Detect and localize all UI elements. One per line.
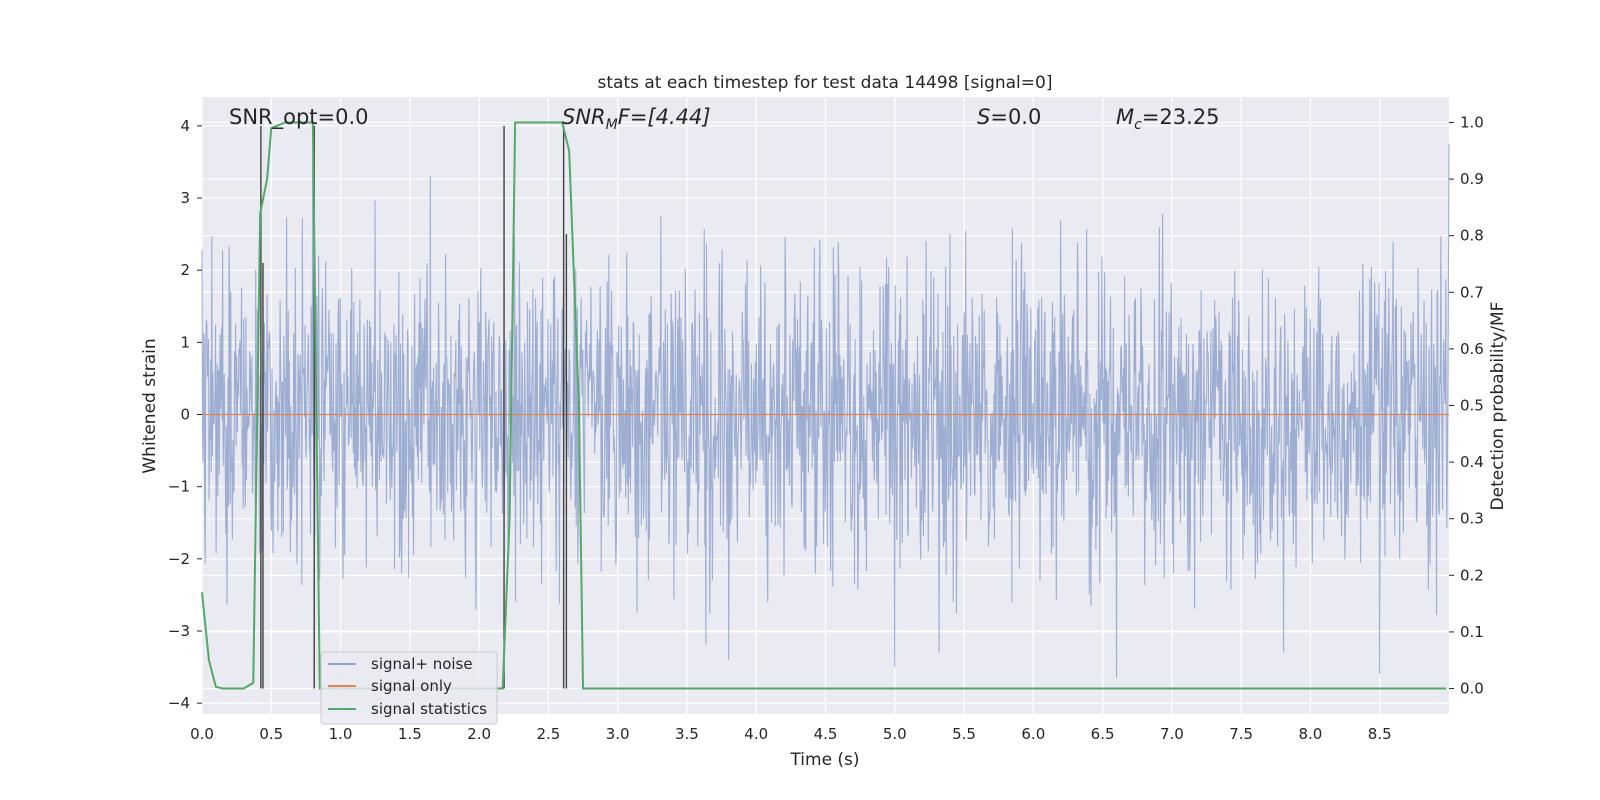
x-tick-label: 1.5 [398, 725, 422, 743]
signal-statistics-series [201, 121, 1447, 690]
y-tick-label: −3 [168, 622, 190, 640]
annotation-mc: Mc=23.25 [1116, 105, 1220, 133]
x-tick-label: 2.0 [467, 725, 491, 743]
y-tick-label: 1 [180, 333, 190, 351]
x-tick-label: 3.5 [675, 725, 699, 743]
y2-tick-label: 0.6 [1460, 340, 1484, 358]
mc-value: =23.25 [1142, 105, 1220, 129]
y-tick-label: 3 [180, 189, 190, 207]
legend-label-signal-only: signal only [371, 677, 452, 695]
legend: signal+ noise signal only signal statist… [320, 651, 498, 725]
y2-tick-labels: 1.0 0.9 0.8 0.7 0.6 0.5 0.4 0.3 0.2 0.1 0.0 [1449, 113, 1484, 698]
x-tick-label: 0.0 [190, 725, 214, 743]
legend-box [320, 651, 498, 725]
y2-tick-label: 1.0 [1460, 113, 1484, 131]
y-tick-label: 4 [180, 117, 190, 135]
y-tick-label: 0 [180, 406, 190, 424]
s-value: =0.0 [990, 105, 1041, 129]
x-tick-label: 1.0 [329, 725, 353, 743]
y2-tick-label: 0.4 [1460, 453, 1484, 471]
y-tick-label: −2 [168, 550, 190, 568]
x-tick-label: 7.5 [1229, 725, 1253, 743]
snr-mf-base: SNR [562, 105, 606, 129]
x-tick-label: 8.5 [1368, 725, 1392, 743]
chart-title: stats at each timestep for test data 144… [598, 73, 1053, 93]
x-tick-labels: 0.0 0.5 1.0 1.5 2.0 2.5 3.0 3.5 4.0 4.5 5.0 5.5 6.0 6… [190, 725, 1392, 743]
x-tick-label: 8.0 [1299, 725, 1323, 743]
x-tick-label: 4.0 [744, 725, 768, 743]
y-axis-label: Whitened strain [140, 338, 160, 473]
signal-statistics-line [201, 121, 1447, 690]
signal-noise-line [201, 143, 1450, 678]
x-tick-label: 5.5 [952, 725, 976, 743]
annotation-snr-mf: SNRMF=[4.44] [562, 105, 711, 133]
y2-axis-label: Detection probability/MF [1488, 302, 1508, 511]
x-tick-label: 3.0 [606, 725, 630, 743]
y-tick-labels: 4 3 2 1 0 −1 −2 −3 −4 [168, 117, 202, 712]
y2-tick-label: 0.0 [1460, 680, 1484, 698]
y2-tick-label: 0.2 [1460, 566, 1484, 584]
legend-label-signal-noise: signal+ noise [371, 655, 473, 673]
x-tick-label: 4.5 [814, 725, 838, 743]
s-symbol: S [977, 105, 990, 129]
y2-tick-label: 0.8 [1460, 227, 1484, 245]
mc-base: M [1116, 105, 1134, 129]
x-tick-label: 2.5 [536, 725, 560, 743]
x-axis-label: Time (s) [789, 750, 859, 770]
legend-label-signal-statistics: signal statistics [371, 700, 487, 718]
y2-tick-label: 0.7 [1460, 283, 1484, 301]
y2-tick-label: 0.5 [1460, 397, 1484, 415]
y2-tick-label: 0.9 [1460, 170, 1484, 188]
snr-mf-rest: F=[4.44] [618, 105, 711, 129]
signal-noise-series [201, 143, 1450, 678]
snr-mf-sub: M [606, 117, 618, 133]
x-tick-label: 5.0 [883, 725, 907, 743]
annotation-snr-opt: SNR_opt=0.0 [229, 105, 369, 130]
x-tick-label: 6.5 [1091, 725, 1115, 743]
y2-tick-label: 0.1 [1460, 623, 1484, 641]
y-tick-label: 2 [180, 261, 190, 279]
y-tick-label: −4 [168, 694, 190, 712]
x-tick-label: 0.5 [259, 725, 283, 743]
mc-sub: c [1134, 117, 1142, 133]
annotation-s: S=0.0 [977, 105, 1041, 129]
x-tick-label: 6.0 [1021, 725, 1045, 743]
y-tick-label: −1 [168, 478, 190, 496]
x-tick-label: 7.0 [1160, 725, 1184, 743]
y2-tick-label: 0.3 [1460, 510, 1484, 528]
